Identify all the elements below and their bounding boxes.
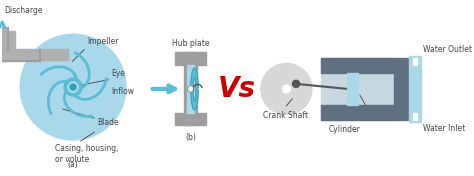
Polygon shape [191, 68, 198, 88]
Bar [321, 58, 394, 120]
Bar [321, 58, 394, 73]
Bar [187, 65, 194, 113]
Circle shape [68, 82, 78, 92]
Text: (b): (b) [185, 133, 196, 142]
Text: Piston: Piston [374, 111, 397, 120]
Bar [0, 50, 40, 61]
Bar [409, 56, 421, 122]
Text: Eye: Eye [112, 69, 126, 78]
Circle shape [292, 80, 300, 87]
Circle shape [20, 34, 126, 140]
Text: Cylinder: Cylinder [328, 125, 360, 134]
Bar [409, 56, 421, 122]
Circle shape [70, 84, 76, 90]
Text: Inflow: Inflow [112, 87, 135, 96]
Text: Hub plate: Hub plate [172, 39, 210, 48]
Circle shape [64, 78, 82, 96]
Text: Impeller: Impeller [87, 37, 119, 46]
Bar [4, 31, 15, 60]
Bar [321, 58, 394, 120]
Bar [413, 58, 417, 65]
Text: Blade: Blade [97, 118, 119, 127]
Text: Casing, housing,
or volute: Casing, housing, or volute [55, 144, 118, 164]
Bar [0, 28, 8, 61]
Bar [347, 73, 358, 105]
Circle shape [283, 85, 290, 93]
Bar [347, 73, 358, 105]
Text: (a): (a) [68, 160, 79, 169]
Text: Crank Shaft: Crank Shaft [264, 111, 309, 120]
Text: Vs: Vs [218, 75, 256, 103]
Circle shape [261, 63, 312, 114]
Circle shape [188, 86, 194, 92]
Circle shape [189, 87, 192, 91]
Polygon shape [191, 90, 198, 110]
Bar [321, 105, 394, 120]
Text: Water Inlet: Water Inlet [423, 124, 465, 133]
Text: Water Outlet: Water Outlet [423, 45, 472, 54]
Bar [4, 49, 68, 60]
Text: Discharge: Discharge [4, 6, 43, 15]
Bar [184, 52, 197, 125]
Bar [175, 113, 206, 125]
Bar [413, 113, 417, 120]
Bar [175, 52, 206, 65]
Bar [394, 58, 409, 120]
